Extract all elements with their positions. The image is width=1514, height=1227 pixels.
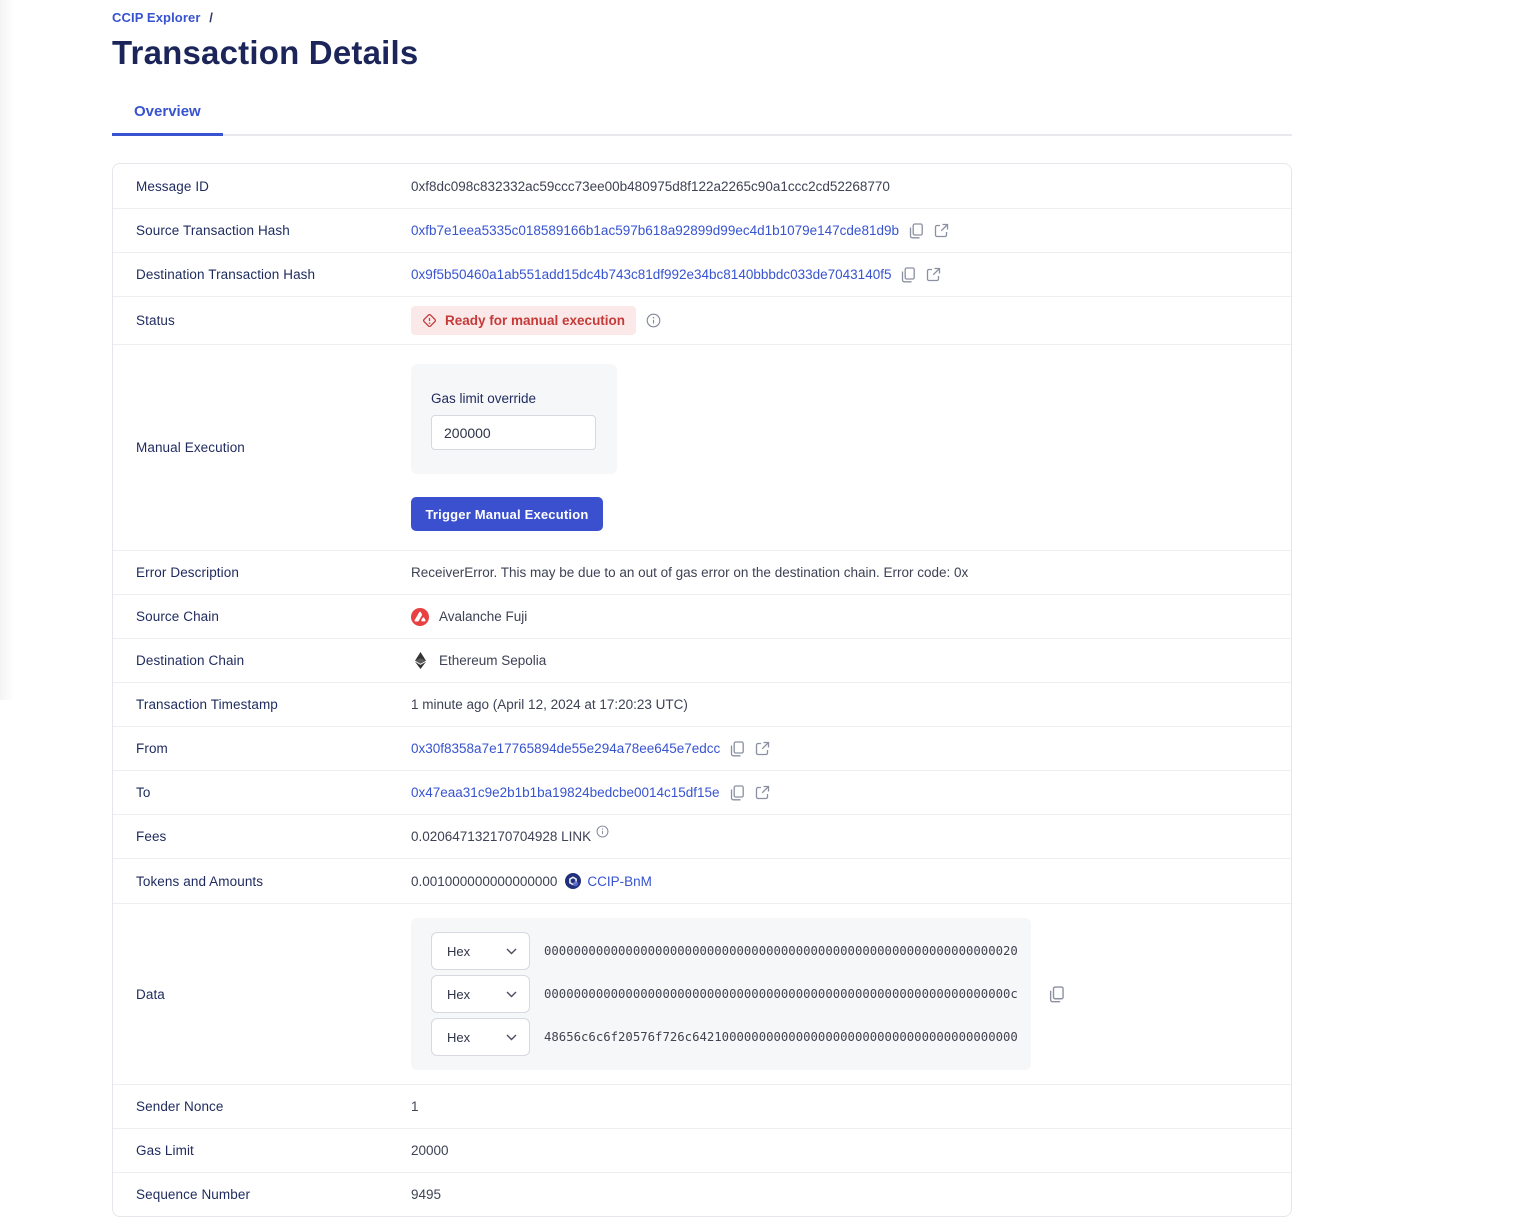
info-icon[interactable] <box>646 313 661 328</box>
gas-limit-label: Gas Limit <box>136 1143 194 1158</box>
copy-icon[interactable] <box>901 266 916 283</box>
page-title: Transaction Details <box>112 34 419 71</box>
external-link-icon[interactable] <box>926 267 941 282</box>
error-description-value: ReceiverError. This may be due to an out… <box>411 565 969 580</box>
external-link-icon[interactable] <box>934 223 949 238</box>
external-link-icon[interactable] <box>755 741 770 756</box>
gas-limit-override-panel: Gas limit override <box>411 364 617 474</box>
ccip-bnm-token-icon <box>565 873 582 889</box>
data-format-selected: Hex <box>447 986 471 1002</box>
breadcrumb-link-ccip-explorer[interactable]: CCIP Explorer <box>112 10 201 25</box>
row-transaction-timestamp: Transaction Timestamp 1 minute ago (Apri… <box>113 682 1291 726</box>
data-hex-value: 0000000000000000000000000000000000000000… <box>544 944 1018 958</box>
avalanche-icon <box>411 607 429 626</box>
external-link-icon[interactable] <box>755 785 770 800</box>
row-fees: Fees 0.020647132170704928 LINK <box>113 814 1291 858</box>
data-hex-value: 48656c6c6f20576f726c64210000000000000000… <box>544 1030 1018 1044</box>
warning-diamond-icon <box>422 313 437 328</box>
to-address-link[interactable]: 0x47eaa31c9e2b1b1ba19824bedcbe0014c15df1… <box>411 785 720 800</box>
row-data: Data Hex 0000000000000000000000000000000… <box>113 903 1291 1084</box>
data-hex-value: 0000000000000000000000000000000000000000… <box>544 987 1018 1001</box>
data-line: Hex 000000000000000000000000000000000000… <box>431 975 1031 1013</box>
source-chain-value: Avalanche Fuji <box>439 609 528 624</box>
breadcrumb: CCIP Explorer / <box>112 10 1292 25</box>
row-tokens-and-amounts: Tokens and Amounts 0.001000000000000000 … <box>113 858 1291 903</box>
ethereum-icon <box>411 652 429 669</box>
source-tx-hash-link[interactable]: 0xfb7e1eea5335c018589166b1ac597b618a9289… <box>411 223 899 238</box>
error-description-label: Error Description <box>136 565 239 580</box>
copy-icon[interactable] <box>730 784 745 801</box>
sequence-number-label: Sequence Number <box>136 1187 251 1202</box>
row-source-tx-hash: Source Transaction Hash 0xfb7e1eea5335c0… <box>113 208 1291 252</box>
copy-icon[interactable] <box>909 222 924 239</box>
gas-limit-override-label: Gas limit override <box>431 391 537 406</box>
row-sequence-number: Sequence Number 9495 <box>113 1172 1291 1216</box>
data-format-selected: Hex <box>447 943 471 959</box>
row-gas-limit: Gas Limit 20000 <box>113 1128 1291 1172</box>
row-status: Status Ready for manual execution <box>113 296 1291 344</box>
token-link[interactable]: CCIP-BnM <box>565 873 652 889</box>
copy-icon[interactable] <box>730 740 745 757</box>
dest-tx-hash-label: Destination Transaction Hash <box>136 267 316 282</box>
data-format-select[interactable]: Hex <box>431 932 530 970</box>
row-message-id: Message ID 0xf8dc098c832332ac59ccc73ee00… <box>113 164 1291 208</box>
copy-icon[interactable] <box>1049 985 1065 1003</box>
destination-chain-value: Ethereum Sepolia <box>439 653 547 668</box>
from-label: From <box>136 741 168 756</box>
status-badge: Ready for manual execution <box>411 306 637 335</box>
screenshot-edge-artifact <box>0 0 14 700</box>
token-link-text: CCIP-BnM <box>587 873 652 889</box>
fees-value: 0.020647132170704928 LINK <box>411 829 592 844</box>
row-from: From 0x30f8358a7e17765894de55e294a78ee64… <box>113 726 1291 770</box>
message-id-label: Message ID <box>136 178 210 194</box>
row-manual-execution: Manual Execution Gas limit override Trig… <box>113 344 1291 550</box>
source-chain-label: Source Chain <box>136 609 219 624</box>
sequence-number-value: 9495 <box>411 1187 442 1202</box>
data-line: Hex 48656c6c6f20576f726c6421000000000000… <box>431 1018 1031 1056</box>
token-amount-value: 0.001000000000000000 <box>411 873 558 889</box>
source-tx-hash-label: Source Transaction Hash <box>136 223 290 238</box>
info-icon[interactable] <box>596 825 609 838</box>
data-format-select[interactable]: Hex <box>431 1018 530 1056</box>
dest-tx-hash-link[interactable]: 0x9f5b50460a1ab551add15dc4b743c81df992e3… <box>411 267 892 282</box>
tab-bar: Overview <box>112 103 1292 136</box>
chevron-down-icon <box>506 948 517 954</box>
tokens-and-amounts-label: Tokens and Amounts <box>136 873 264 889</box>
data-hex-panel: Hex 000000000000000000000000000000000000… <box>411 918 1031 1070</box>
tab-overview[interactable]: Overview <box>112 103 223 136</box>
data-format-select[interactable]: Hex <box>431 975 530 1013</box>
transaction-details-page: CCIP Explorer / Transaction Details Over… <box>112 0 1292 1217</box>
manual-execution-panel: Gas limit override Trigger Manual Execut… <box>411 345 617 550</box>
destination-chain-label: Destination Chain <box>136 653 245 668</box>
row-error-description: Error Description ReceiverError. This ma… <box>113 550 1291 594</box>
data-label: Data <box>136 986 165 1002</box>
breadcrumb-separator: / <box>209 10 213 25</box>
row-source-chain: Source Chain Avalanche Fuji <box>113 594 1291 638</box>
row-sender-nonce: Sender Nonce 1 <box>113 1084 1291 1128</box>
transaction-timestamp-value: 1 minute ago (April 12, 2024 at 17:20:23… <box>411 697 688 712</box>
to-label: To <box>136 785 151 800</box>
fees-label: Fees <box>136 829 167 844</box>
row-destination-chain: Destination Chain Ethereum Sepolia <box>113 638 1291 682</box>
message-id-value: 0xf8dc098c832332ac59ccc73ee00b480975d8f1… <box>411 178 890 194</box>
data-format-selected: Hex <box>447 1029 471 1045</box>
status-label: Status <box>136 313 175 328</box>
row-dest-tx-hash: Destination Transaction Hash 0x9f5b50460… <box>113 252 1291 296</box>
sender-nonce-label: Sender Nonce <box>136 1099 224 1114</box>
gas-limit-value: 20000 <box>411 1143 449 1158</box>
manual-execution-label: Manual Execution <box>136 440 245 455</box>
transaction-details-card: Message ID 0xf8dc098c832332ac59ccc73ee00… <box>112 163 1292 1217</box>
gas-limit-override-input[interactable] <box>431 415 596 450</box>
chevron-down-icon <box>506 1034 517 1040</box>
sender-nonce-value: 1 <box>411 1099 419 1114</box>
row-to: To 0x47eaa31c9e2b1b1ba19824bedcbe0014c15… <box>113 770 1291 814</box>
data-line: Hex 000000000000000000000000000000000000… <box>431 932 1031 970</box>
transaction-timestamp-label: Transaction Timestamp <box>136 697 278 712</box>
chevron-down-icon <box>506 991 517 997</box>
status-badge-text: Ready for manual execution <box>445 313 626 328</box>
from-address-link[interactable]: 0x30f8358a7e17765894de55e294a78ee645e7ed… <box>411 741 721 756</box>
trigger-manual-execution-button[interactable]: Trigger Manual Execution <box>411 497 603 531</box>
